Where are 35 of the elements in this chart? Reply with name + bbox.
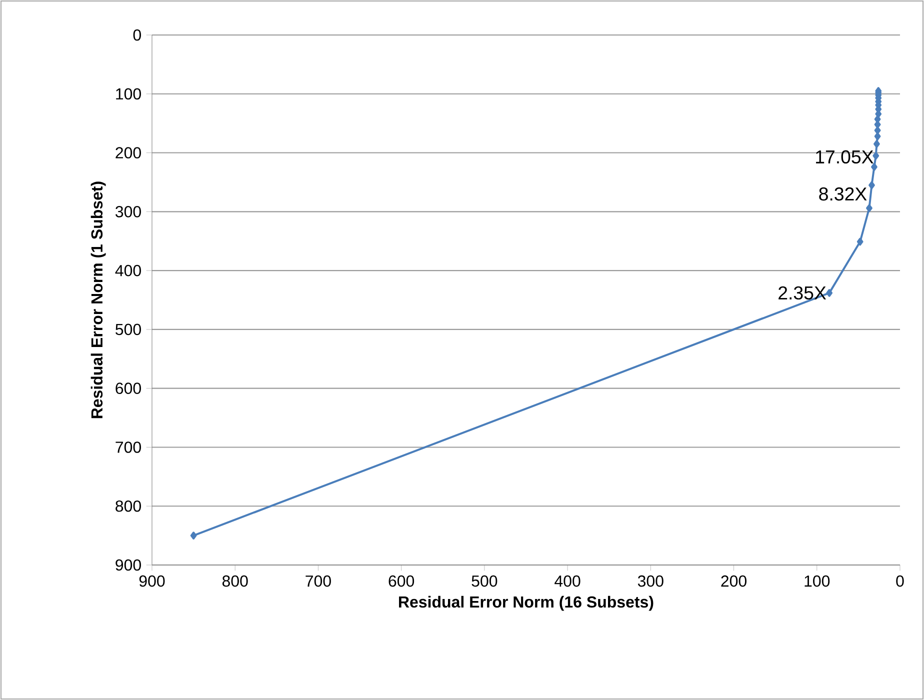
point <box>856 238 864 246</box>
x-tick-label: 600 <box>388 575 414 587</box>
x-tick-label: 0 <box>896 575 904 587</box>
y-tick-label: 400 <box>115 264 141 276</box>
x-tick-label: 500 <box>472 575 498 587</box>
point <box>874 120 881 128</box>
y-tick-label: 600 <box>116 382 141 394</box>
x-tick-label: 800 <box>222 575 248 587</box>
y-tick-label: 0 <box>133 29 141 41</box>
x-tick-label: 700 <box>306 575 331 587</box>
annotation: 17.05X <box>816 150 874 164</box>
y-tick-label: 700 <box>116 442 141 453</box>
x-tick-label: 300 <box>638 575 664 587</box>
y-tick-label: 100 <box>116 88 141 100</box>
y-tick-label: 200 <box>116 147 141 158</box>
y-tick-label: 900 <box>116 559 141 571</box>
annotation: 8.32X <box>819 187 867 201</box>
y-tick-label: 300 <box>116 206 141 218</box>
x-axis-title: Residual Error Norm (16 Subsets) <box>399 596 654 611</box>
point <box>874 132 881 140</box>
point <box>190 532 197 540</box>
y-tick-label: 500 <box>116 324 141 336</box>
x-tick-label: 400 <box>554 575 580 587</box>
x-tick-label: 900 <box>139 575 165 587</box>
x-tick-label: 200 <box>721 575 746 587</box>
y-axis-title: Residual Error Norm (1 Subset) <box>90 182 106 418</box>
point <box>874 126 881 134</box>
point <box>874 140 880 148</box>
point <box>826 289 833 297</box>
point <box>866 204 872 212</box>
annotation: 2.35X <box>778 286 826 300</box>
point <box>868 181 875 190</box>
y-tick-label: 800 <box>116 500 141 512</box>
x-tick-label: 100 <box>804 575 830 587</box>
point <box>871 162 878 171</box>
